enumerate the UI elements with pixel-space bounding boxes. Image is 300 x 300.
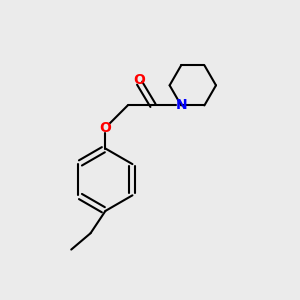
Text: O: O bbox=[100, 121, 111, 135]
Text: N: N bbox=[176, 98, 187, 112]
Text: O: O bbox=[134, 73, 146, 87]
